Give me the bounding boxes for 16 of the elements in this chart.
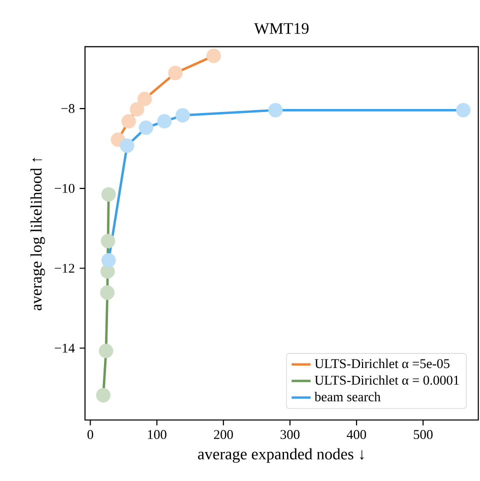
x-tick-label: 300 [280, 430, 300, 440]
y-tick-label: −14 [54, 344, 75, 353]
x-tick-label: 100 [148, 430, 166, 440]
legend-label: ULTS-Dirichlet α =5e-05 [314, 358, 450, 368]
y-axis-title: average log likelihood ↑ [30, 158, 45, 310]
legend-label: beam search [314, 392, 381, 402]
legend-label: ULTS-Dirichlet α = 0.0001 [314, 375, 459, 385]
x-tick-label: 200 [214, 430, 233, 440]
x-tick-label: 400 [346, 430, 366, 440]
y-tick-label: −10 [54, 184, 74, 193]
x-axis-title: average expanded nodes ↓ [198, 448, 364, 463]
x-tick-label: 0 [87, 430, 94, 440]
y-tick-label: −8 [61, 104, 74, 114]
x-tick-label: 500 [414, 430, 433, 440]
y-tick-label: −12 [54, 264, 74, 273]
chart-title: WMT19 [254, 23, 309, 34]
